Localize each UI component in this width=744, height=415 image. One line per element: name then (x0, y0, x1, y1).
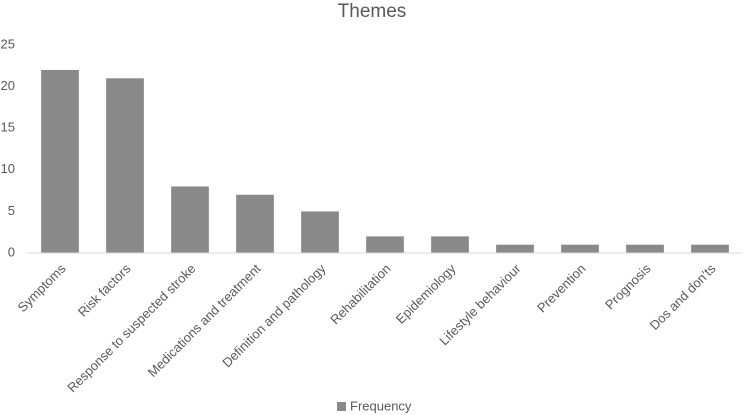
y-tick-label: 20 (1, 78, 15, 93)
bar (431, 236, 469, 253)
x-tick-label: Response to suspected stroke (64, 261, 198, 395)
x-tick-label: Dos and don’ts (647, 261, 719, 333)
x-tick-label: Epidemiology (393, 261, 459, 327)
y-tick-label: 15 (1, 120, 15, 135)
y-tick-label: 10 (1, 161, 15, 176)
bar (626, 244, 664, 253)
legend-label: Frequency (350, 398, 412, 413)
y-tick-label: 25 (1, 36, 15, 51)
x-tick-label: Symptoms (15, 261, 69, 315)
bar (366, 236, 404, 253)
x-tick-label: Rehabilitation (327, 261, 393, 327)
x-tick-label: Prevention (534, 261, 589, 316)
bar (41, 69, 79, 254)
bar (496, 244, 534, 253)
legend-swatch (337, 402, 346, 411)
bar (561, 244, 599, 253)
bar (106, 78, 144, 253)
y-tick-label: 5 (8, 203, 15, 218)
bar (301, 211, 339, 253)
y-tick-label: 0 (8, 244, 15, 259)
bar (171, 186, 209, 253)
x-tick-label: Risk factors (75, 261, 134, 320)
bar (691, 244, 729, 253)
x-tick-label: Prognosis (602, 261, 654, 313)
chart-title: Themes (338, 1, 407, 22)
x-tick-label: Medications and treatment (145, 261, 264, 380)
bar (236, 194, 274, 253)
